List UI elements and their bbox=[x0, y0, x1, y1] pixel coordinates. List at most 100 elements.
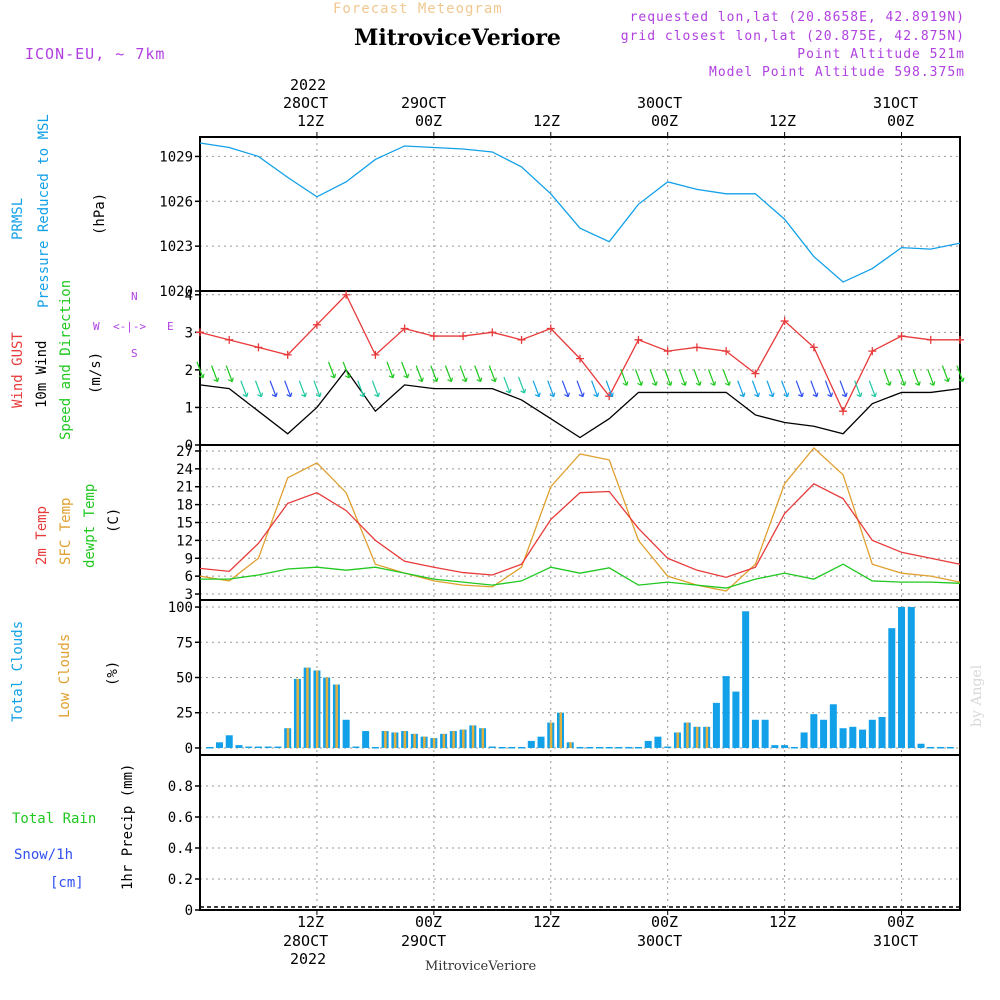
compass-w: W bbox=[93, 320, 100, 333]
total-cloud-bar bbox=[586, 746, 594, 749]
gust-line-point bbox=[839, 407, 848, 416]
low-cloud-bar bbox=[705, 726, 709, 748]
gust-line-point bbox=[634, 335, 643, 344]
bottom-label-date: 31OCT bbox=[873, 932, 919, 950]
wind-direction-arrow bbox=[517, 376, 527, 394]
wind-direction-arrow bbox=[547, 380, 556, 398]
total-cloud-bar bbox=[615, 746, 623, 749]
wind-direction-arrow bbox=[664, 369, 673, 386]
low-cloud-bar bbox=[423, 736, 426, 748]
model-altitude: Model Point Altitude 598.375m bbox=[709, 65, 965, 80]
y-tick-label: 24 bbox=[176, 462, 193, 478]
wind-direction-arrow bbox=[795, 380, 804, 398]
bottom-label-date: 30OCT bbox=[637, 932, 683, 950]
y-tick-label: 27 bbox=[176, 444, 193, 460]
wind-direction-arrow bbox=[591, 380, 600, 398]
y-tick-label: 1023 bbox=[159, 239, 193, 255]
wind-direction-arrow bbox=[342, 361, 351, 379]
wind-direction-arrow bbox=[883, 369, 892, 386]
gust-line-point bbox=[809, 343, 818, 352]
bottom-label-hour: 12Z bbox=[533, 913, 561, 931]
wind-direction-arrow bbox=[371, 380, 380, 398]
total-cloud-bar bbox=[235, 745, 243, 748]
total-cloud-bar bbox=[781, 745, 789, 748]
wind-direction-arrow bbox=[620, 369, 629, 386]
top-label-hour: 12Z bbox=[533, 112, 561, 130]
wind-direction-arrow bbox=[766, 380, 775, 398]
y-tick-label: 18 bbox=[176, 498, 193, 514]
wind-direction-arrow bbox=[561, 380, 570, 398]
wind-direction-arrow bbox=[751, 380, 760, 398]
gust-line-point bbox=[546, 324, 555, 333]
total-cloud-bar bbox=[371, 746, 379, 749]
closest-coords: grid closest lon,lat (20.875E, 42.875N) bbox=[620, 29, 965, 44]
low-cloud-bar bbox=[549, 722, 553, 748]
top-label-hour: 12Z bbox=[769, 112, 797, 130]
low-cloud-bar bbox=[481, 728, 485, 748]
compass-e: E bbox=[167, 320, 174, 333]
low-cloud-bar bbox=[462, 729, 465, 748]
gust-line-point bbox=[517, 335, 526, 344]
total-cloud-bar bbox=[898, 607, 906, 748]
low-cloud-bar bbox=[432, 738, 436, 748]
y-tick-label: 12 bbox=[176, 533, 193, 549]
wind-direction-arrow bbox=[357, 380, 366, 398]
wind-direction-arrow bbox=[430, 365, 439, 383]
total-cloud-bar bbox=[742, 611, 750, 748]
wind-direction-arrow bbox=[927, 369, 936, 386]
gust-line-point bbox=[780, 317, 789, 326]
y-tick-label: 9 bbox=[185, 551, 193, 567]
total-cloud-bar bbox=[810, 714, 818, 748]
low-cloud-bar bbox=[559, 712, 563, 748]
wind-direction-arrow bbox=[912, 369, 921, 386]
gust-line-point bbox=[254, 343, 263, 352]
top-label-hour: 00Z bbox=[651, 112, 679, 130]
precip-panel-frame bbox=[199, 754, 961, 911]
total-cloud-bar bbox=[488, 746, 496, 748]
y-tick-label: 6 bbox=[185, 569, 193, 585]
y-tick-label: 50 bbox=[176, 671, 193, 687]
total-cloud-bar bbox=[362, 731, 370, 748]
y-tick-label: 1 bbox=[185, 400, 193, 416]
total-cloud-bar bbox=[722, 676, 730, 748]
total-cloud-bar bbox=[712, 702, 720, 748]
wind-direction-arrow bbox=[810, 380, 819, 398]
gust-line-point bbox=[429, 332, 438, 341]
total-cloud-bar bbox=[527, 740, 535, 748]
requested-coords: requested lon,lat (20.8658E, 42.8919N) bbox=[629, 10, 965, 25]
bottom-label-hour: 12Z bbox=[769, 913, 797, 931]
total-cloud-bar bbox=[498, 746, 506, 749]
y-tick-label: 1020 bbox=[159, 284, 193, 300]
wind-direction-arrow bbox=[722, 369, 731, 386]
low-cloud-bar bbox=[306, 667, 309, 748]
total-cloud-bar bbox=[790, 746, 798, 749]
total-cloud-bar bbox=[946, 746, 954, 749]
wind-direction-arrow bbox=[225, 365, 234, 383]
wind-direction-arrow bbox=[897, 369, 907, 386]
bottom-label-hour: 00Z bbox=[651, 913, 679, 931]
wind-direction-arrow bbox=[269, 380, 278, 398]
total-cloud-bar bbox=[576, 746, 584, 749]
low-cloud-bar bbox=[393, 732, 397, 748]
gust-line-point bbox=[371, 350, 380, 359]
wind-direction-arrow bbox=[284, 380, 293, 398]
wind-direction-arrow bbox=[868, 380, 877, 398]
wind-direction-arrow bbox=[824, 380, 834, 398]
low-cloud-bar bbox=[335, 684, 338, 748]
total-cloud-bar bbox=[245, 746, 253, 748]
wind-direction-arrow bbox=[313, 380, 322, 398]
y-tick-label: 0.6 bbox=[168, 810, 193, 826]
low-cloud-bar bbox=[384, 731, 387, 748]
wind-direction-arrow bbox=[576, 380, 585, 398]
y-tick-label: 0.2 bbox=[168, 872, 193, 888]
wind-speed-line bbox=[199, 368, 961, 439]
y-tick-label: 0.8 bbox=[168, 779, 193, 795]
top-label-hour: 00Z bbox=[415, 112, 443, 130]
pressure-line bbox=[199, 142, 961, 283]
low-cloud-bar bbox=[569, 742, 572, 748]
total-cloud-bar bbox=[264, 746, 272, 748]
total-cloud-bar bbox=[625, 746, 633, 749]
total-cloud-bar bbox=[518, 746, 526, 749]
wind-direction-arrow bbox=[211, 365, 220, 383]
